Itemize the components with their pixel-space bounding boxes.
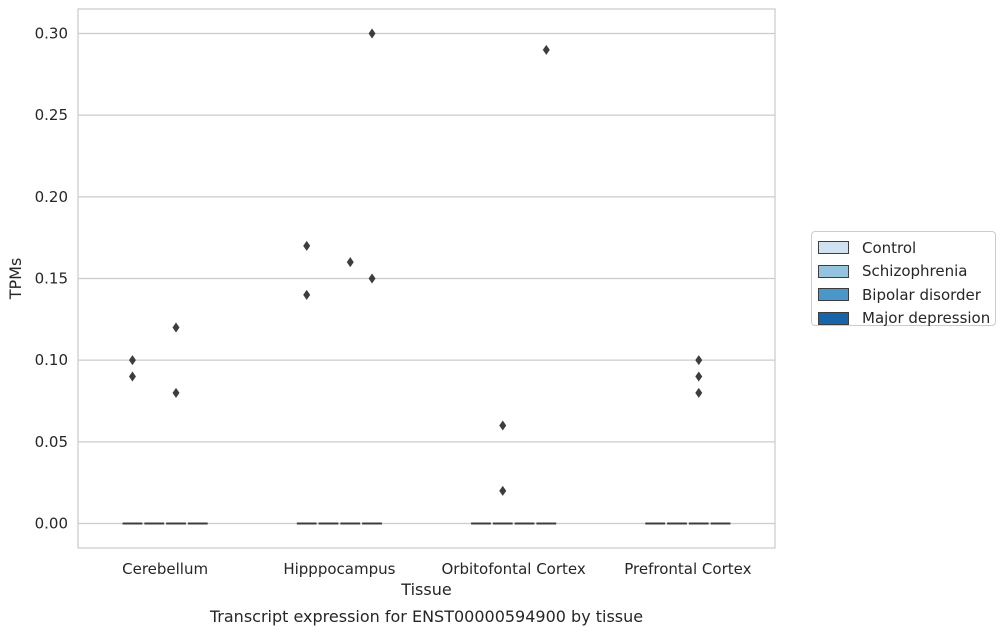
outlier-point: [128, 355, 136, 366]
y-tick-label: 0.05: [35, 433, 68, 451]
legend-label-major-depression: Major depression: [862, 309, 991, 328]
legend-swatch-control: [818, 241, 849, 255]
outlier-point: [695, 355, 703, 366]
x-tick-label: Hipppocampus: [283, 560, 395, 578]
outlier-point: [368, 28, 376, 39]
y-tick-label: 0.15: [35, 270, 68, 288]
plot-frame: [77, 8, 776, 549]
legend-item-schizophrenia: Schizophrenia: [818, 260, 995, 284]
legend-swatch-major-depression: [818, 311, 849, 325]
outlier-point: [303, 240, 311, 251]
y-tick-label: 0.25: [35, 106, 68, 124]
outlier-point: [128, 371, 136, 382]
box-layer: [122, 28, 731, 525]
outlier-point: [346, 257, 354, 268]
outlier-point: [542, 44, 550, 55]
legend: Control Schizophrenia Bipolar disorder M…: [811, 231, 996, 327]
outlier-point: [172, 322, 180, 333]
legend-item-major-depression: Major depression: [818, 307, 995, 331]
outlier-point: [172, 387, 180, 398]
x-tick-label: Cerebellum: [122, 560, 208, 578]
legend-label-control: Control: [862, 238, 917, 257]
outlier-point: [695, 371, 703, 382]
y-tick-label: 0.10: [35, 351, 68, 369]
chart-caption: Transcript expression for ENST0000059490…: [209, 607, 643, 626]
outlier-point: [368, 273, 376, 284]
legend-swatch-bipolar: [818, 288, 849, 302]
outlier-point: [695, 387, 703, 398]
outlier-point: [499, 420, 507, 431]
outlier-point: [499, 485, 507, 496]
legend-item-control: Control: [818, 236, 995, 260]
gridlines: [78, 32, 775, 525]
legend-item-bipolar: Bipolar disorder: [818, 283, 995, 307]
y-axis-label: TPMs: [6, 258, 25, 301]
tick-labels: 0.00 0.05 0.10 0.15 0.20 0.25 0.30 Cerebellum Hi…: [35, 25, 752, 579]
y-tick-label: 0.00: [35, 515, 68, 533]
legend-label-bipolar: Bipolar disorder: [862, 285, 981, 304]
legend-label-schizophrenia: Schizophrenia: [862, 262, 968, 281]
y-tick-label: 0.20: [35, 188, 68, 206]
x-tick-label: Orbitofontal Cortex: [442, 560, 586, 578]
x-axis-label: Tissue: [400, 580, 451, 599]
y-tick-label: 0.30: [35, 25, 68, 43]
x-tick-label: Prefrontal Cortex: [624, 560, 751, 578]
legend-swatch-schizophrenia: [818, 264, 849, 278]
outlier-point: [303, 289, 311, 300]
